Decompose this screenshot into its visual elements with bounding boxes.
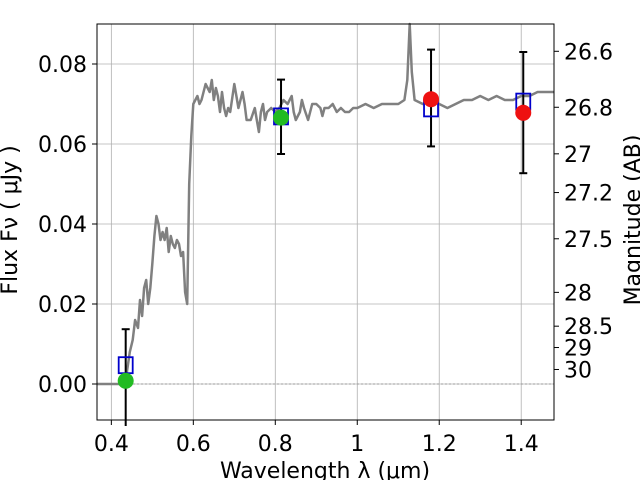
measurement-point bbox=[273, 109, 290, 126]
measurement-point bbox=[515, 104, 532, 121]
template-spectrum-layer bbox=[97, 22, 554, 386]
measurement-point-layer bbox=[117, 91, 532, 389]
magnitude-tick-label: 30 bbox=[564, 358, 592, 383]
measurement-point bbox=[423, 91, 440, 108]
y-tick-label: 0.04 bbox=[38, 213, 87, 238]
x-tick-label: 0.8 bbox=[258, 432, 293, 457]
y-tick-label: 0.00 bbox=[38, 373, 87, 398]
magnitude-tick-label: 28.5 bbox=[564, 315, 613, 340]
grid-layer bbox=[97, 24, 554, 420]
x-axis-title: Wavelength λ (μm) bbox=[220, 459, 430, 480]
measurement-point bbox=[117, 372, 134, 389]
y-ticks: 0.00 0.02 0.04 0.06 0.08 bbox=[38, 53, 97, 398]
model-box-layer bbox=[117, 92, 532, 375]
y-tick-label: 0.06 bbox=[38, 133, 87, 158]
magnitude-tick-label: 27.2 bbox=[564, 182, 613, 207]
magnitude-tick-label: 27 bbox=[564, 143, 592, 168]
y-axis-title: Flux Fν ( μJy ) bbox=[0, 145, 23, 294]
template-spectrum-line bbox=[97, 22, 554, 386]
x-tick-label: 1.2 bbox=[422, 432, 457, 457]
x-tick-label: 0.6 bbox=[176, 432, 211, 457]
y-tick-label: 0.08 bbox=[38, 53, 87, 78]
y-tick-label: 0.02 bbox=[38, 293, 87, 318]
error-bar-layer bbox=[121, 48, 528, 426]
magnitude-tick-label: 26.6 bbox=[564, 40, 613, 65]
x-ticks: 0.4 0.6 0.8 1 1.2 1.4 bbox=[94, 420, 539, 457]
magnitude-tick-label: 29 bbox=[564, 337, 592, 362]
x-tick-label: 0.4 bbox=[94, 432, 129, 457]
plot-frame bbox=[96, 23, 555, 421]
magnitude-tick-label: 26.8 bbox=[564, 96, 613, 121]
x-tick-label: 1.4 bbox=[504, 432, 539, 457]
magnitude-tick-label: 28 bbox=[564, 281, 592, 306]
x-tick-label: 1 bbox=[350, 432, 364, 457]
magnitude-tick-label: 27.5 bbox=[564, 228, 613, 253]
magnitude-axis-title: Magnitude (AB) bbox=[621, 135, 640, 306]
